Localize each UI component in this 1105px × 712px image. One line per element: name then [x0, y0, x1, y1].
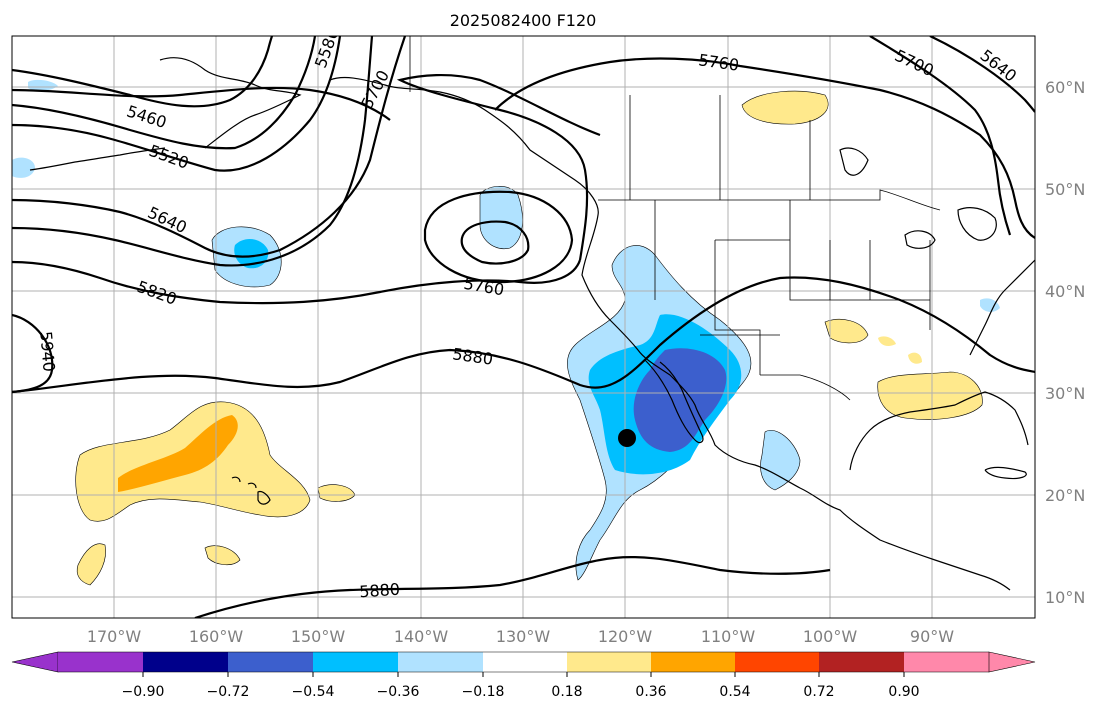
contour-label: 5940	[36, 330, 58, 372]
latitude-labels: 60°N 50°N 40°N 30°N 20°N 10°N	[1045, 78, 1085, 607]
positive-anomaly-small-2	[317, 484, 356, 502]
negative-anomaly-east	[980, 298, 1000, 312]
colorbar-segment	[313, 652, 398, 672]
colorbar-ticks	[142, 672, 905, 677]
colorbar-tick-label: 0.54	[719, 684, 750, 700]
contour-label: 5700	[892, 46, 937, 80]
colorbar-tick-label: −0.36	[377, 684, 420, 700]
positive-anomaly-south-pacific	[76, 543, 106, 586]
contour-5460	[12, 36, 274, 108]
lat-label: 10°N	[1045, 588, 1085, 607]
contour-5640-east	[929, 36, 1035, 113]
colorbar-segment	[819, 652, 904, 672]
aleutian-coast	[29, 147, 166, 171]
colorbar-segment	[58, 652, 143, 672]
colorbar-segment	[904, 652, 989, 672]
colorbar-segment	[483, 652, 567, 672]
contour-5640	[12, 36, 374, 267]
north-america-coast	[159, 57, 1011, 591]
lat-label: 30°N	[1045, 384, 1085, 403]
map-area: 5460 5520 5580 5640 5700 5760 5760 5700 …	[12, 36, 1035, 618]
contour-label: 5520	[147, 141, 192, 173]
hawaii-coast	[231, 476, 271, 505]
negative-anomaly-west	[12, 157, 35, 178]
lon-label: 160°W	[189, 627, 244, 646]
contour-5880-south	[194, 555, 831, 618]
longitude-labels: 170°W 160°W 150°W 140°W 130°W 120°W 110°…	[87, 627, 954, 646]
lat-label: 60°N	[1045, 78, 1085, 97]
baja-coast	[644, 359, 704, 444]
contour-5580	[12, 36, 342, 172]
lat-label: 50°N	[1045, 180, 1085, 199]
lon-label: 170°W	[87, 627, 142, 646]
contour-5760-north	[396, 57, 1035, 261]
location-marker	[618, 429, 636, 447]
contour-label: 5880	[359, 580, 401, 602]
contour-label: 5460	[124, 101, 169, 132]
colorbar-tick-label: 0.18	[551, 684, 582, 700]
contour-5820	[12, 259, 582, 305]
positive-anomaly-gulf	[877, 371, 983, 420]
colorbar-extend-high	[988, 651, 1036, 673]
colorbar-tick-label: −0.72	[207, 684, 250, 700]
lon-label: 120°W	[598, 627, 653, 646]
contour-5520	[12, 36, 317, 150]
positive-anomaly-small-1	[204, 545, 241, 566]
height-contours	[12, 36, 1035, 618]
contour-label: 5640	[976, 46, 1020, 86]
colorbar-segment	[398, 652, 483, 672]
lat-label: 20°N	[1045, 486, 1085, 505]
negative-anomaly-pacific	[479, 186, 523, 250]
coastlines	[29, 57, 1035, 591]
map-frame	[11, 35, 1036, 619]
contour-labels: 5460 5520 5580 5640 5700 5760 5760 5700 …	[36, 36, 1020, 602]
negative-anomaly-northwest	[28, 79, 58, 91]
contour-5700	[12, 36, 407, 258]
colorbar-segment	[228, 652, 313, 672]
colorbar-segment	[567, 652, 651, 672]
contour-5880-north	[12, 276, 1035, 394]
caribbean-coast	[984, 466, 1027, 480]
contour-label: 5760	[462, 274, 505, 300]
lon-label: 100°W	[803, 627, 858, 646]
colorbar-segment	[651, 652, 735, 672]
contour-5700-east	[869, 36, 1012, 236]
colorbar-tick-label: −0.90	[122, 684, 165, 700]
contour-label: 5760	[697, 50, 740, 74]
positive-anomaly-small-4	[878, 336, 896, 346]
lon-label: 110°W	[701, 627, 756, 646]
contour-label: 5880	[451, 344, 494, 368]
gulf-coast	[849, 259, 1035, 471]
colorbar-tick-label: 0.90	[888, 684, 919, 700]
gridlines	[12, 36, 1035, 618]
colorbar: −0.90 −0.72 −0.54 −0.36 −0.18 0.18 0.36 …	[11, 651, 1036, 700]
contour-label: 5820	[135, 277, 180, 309]
contour-5760-low	[423, 190, 574, 284]
positive-anomaly-plains	[824, 319, 869, 344]
figure-title: 2025082400 F120	[450, 11, 597, 30]
negative-anomaly-aleutian-core	[234, 238, 269, 269]
colorbar-tick-label: 0.72	[803, 684, 834, 700]
colorbar-tick-label: 0.36	[635, 684, 666, 700]
positive-anomaly-canada	[741, 90, 829, 125]
colorbar-extend-low	[11, 651, 59, 673]
lakes-coast	[839, 147, 997, 249]
positive-anomaly-hawaii-core	[118, 415, 238, 492]
anomaly-shading	[12, 79, 1000, 586]
colorbar-tick-label: −0.54	[292, 684, 335, 700]
lon-label: 90°W	[910, 627, 954, 646]
lat-label: 40°N	[1045, 282, 1085, 301]
colorbar-segment	[143, 652, 228, 672]
lon-label: 150°W	[291, 627, 346, 646]
positive-anomaly-small-3	[908, 352, 922, 364]
lon-label: 130°W	[496, 627, 551, 646]
political-borders	[409, 36, 941, 401]
colorbar-segment	[735, 652, 819, 672]
lon-label: 140°W	[394, 627, 449, 646]
colorbar-tick-label: −0.18	[462, 684, 505, 700]
negative-anomaly-mexico	[760, 430, 801, 491]
contour-5700-low	[460, 220, 530, 265]
contour-label: 5640	[145, 203, 190, 237]
